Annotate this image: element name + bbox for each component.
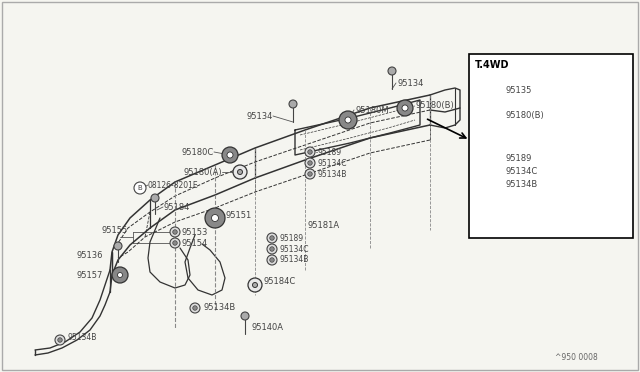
Circle shape	[173, 241, 177, 245]
Circle shape	[495, 169, 499, 173]
Text: 95180(A): 95180(A)	[184, 167, 222, 176]
Circle shape	[269, 236, 275, 240]
Circle shape	[308, 150, 312, 154]
Circle shape	[493, 81, 501, 89]
Circle shape	[253, 282, 257, 288]
Circle shape	[190, 303, 200, 313]
Circle shape	[114, 242, 122, 250]
Circle shape	[345, 117, 351, 123]
Circle shape	[233, 165, 247, 179]
Circle shape	[205, 208, 225, 228]
Text: 95181A: 95181A	[308, 221, 340, 230]
Circle shape	[248, 278, 262, 292]
Circle shape	[339, 111, 357, 129]
Text: 95134B: 95134B	[203, 304, 236, 312]
Circle shape	[305, 158, 315, 168]
Circle shape	[55, 335, 65, 345]
Text: 95180(B): 95180(B)	[415, 100, 454, 109]
Text: T.4WD: T.4WD	[475, 60, 509, 70]
Circle shape	[269, 247, 275, 251]
Circle shape	[402, 105, 408, 111]
Circle shape	[388, 67, 396, 75]
Circle shape	[308, 161, 312, 165]
Circle shape	[112, 267, 128, 283]
Text: 95135: 95135	[505, 86, 531, 94]
Circle shape	[267, 255, 277, 265]
Text: 95154: 95154	[182, 238, 208, 247]
Circle shape	[237, 170, 243, 174]
Circle shape	[227, 152, 233, 158]
Circle shape	[495, 115, 499, 121]
Text: 95157: 95157	[77, 270, 103, 279]
Text: 95134: 95134	[398, 78, 424, 87]
Text: 95180C: 95180C	[182, 148, 214, 157]
Text: 95134C: 95134C	[318, 158, 348, 167]
Circle shape	[289, 100, 297, 108]
Circle shape	[170, 238, 180, 248]
Text: 95180(B): 95180(B)	[505, 110, 544, 119]
Circle shape	[118, 273, 122, 278]
Text: 95134: 95134	[246, 112, 273, 121]
Circle shape	[305, 169, 315, 179]
Circle shape	[269, 258, 275, 262]
Text: 95151: 95151	[225, 211, 252, 219]
Text: 95134B: 95134B	[505, 180, 537, 189]
Text: 95140A: 95140A	[252, 324, 284, 333]
Text: 95153: 95153	[182, 228, 209, 237]
Circle shape	[495, 182, 499, 186]
Circle shape	[193, 306, 197, 310]
Circle shape	[490, 111, 504, 125]
Text: 95180M: 95180M	[355, 106, 388, 115]
Text: 95189: 95189	[280, 234, 304, 243]
Circle shape	[397, 100, 413, 116]
Text: B: B	[138, 185, 142, 191]
Circle shape	[134, 182, 146, 194]
Text: 95134B: 95134B	[280, 256, 309, 264]
Text: 95155: 95155	[102, 225, 128, 234]
Circle shape	[173, 230, 177, 234]
Circle shape	[492, 153, 502, 163]
Circle shape	[211, 215, 218, 221]
Text: 95189: 95189	[318, 148, 342, 157]
Circle shape	[151, 194, 159, 202]
Circle shape	[170, 227, 180, 237]
Text: 95134B: 95134B	[318, 170, 348, 179]
Circle shape	[58, 338, 62, 342]
Text: 95184C: 95184C	[263, 278, 295, 286]
Circle shape	[492, 166, 502, 176]
FancyBboxPatch shape	[469, 54, 633, 238]
Circle shape	[495, 156, 499, 160]
Circle shape	[222, 147, 238, 163]
Text: 95184: 95184	[163, 202, 189, 212]
Text: 95136: 95136	[77, 250, 103, 260]
Circle shape	[305, 147, 315, 157]
Text: 95134C: 95134C	[280, 244, 310, 253]
Circle shape	[267, 233, 277, 243]
Text: 95189: 95189	[505, 154, 531, 163]
Text: 95134B: 95134B	[68, 334, 97, 343]
Circle shape	[267, 244, 277, 254]
Circle shape	[308, 172, 312, 176]
Text: ^950 0008: ^950 0008	[555, 353, 598, 362]
Text: 95134C: 95134C	[505, 167, 537, 176]
Circle shape	[492, 179, 502, 189]
Circle shape	[241, 312, 249, 320]
Text: 08126-8201E: 08126-8201E	[148, 180, 198, 189]
